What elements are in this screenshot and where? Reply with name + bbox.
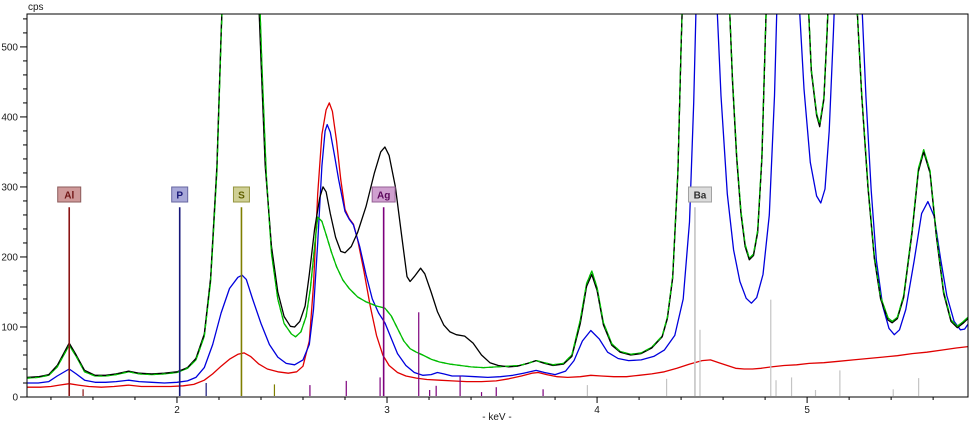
y-axis-tick-label: 0 [12, 393, 18, 404]
axes: 0 100 200 300 400 500 2 3 4 5 [1, 14, 968, 416]
plot-frame [26, 13, 969, 398]
y-axis-unit-label: cps [28, 2, 44, 13]
spectrum-curves [27, 14, 968, 388]
y-axis-tick-label: 200 [1, 252, 18, 263]
x-axis-label: - keV - [482, 412, 511, 423]
plot-border [26, 13, 969, 398]
x-axis-tick-label: 5 [804, 405, 810, 416]
element-label-ba-text: Ba [694, 191, 707, 202]
element-marker-lines [68, 207, 920, 396]
x-axis-tick-label: 4 [594, 405, 600, 416]
plot-background [27, 14, 968, 397]
element-label-ba [687, 186, 712, 203]
spectrum-red-curve [27, 102, 968, 388]
element-label-s [232, 186, 250, 203]
element-label-ag [371, 186, 396, 203]
element-label-al-text: Al [64, 191, 74, 202]
x-axis-tick-label: 3 [384, 405, 390, 416]
y-axis-tick-label: 500 [1, 42, 18, 53]
spectrum-blue-curve [27, 14, 968, 384]
y-axis-tick-label: 100 [1, 322, 18, 333]
element-label-p [171, 186, 189, 203]
y-axis-tick-label: 400 [1, 112, 18, 123]
element-label-p-text: P [176, 191, 183, 202]
element-label-ag-text: Ag [377, 191, 390, 202]
element-label-al [57, 186, 82, 203]
x-axis-tick-label: 2 [174, 405, 180, 416]
element-label-s-text: S [238, 191, 245, 202]
y-axis-tick-label: 300 [1, 182, 18, 193]
element-labels: Al P S Ag Ba [57, 186, 712, 203]
